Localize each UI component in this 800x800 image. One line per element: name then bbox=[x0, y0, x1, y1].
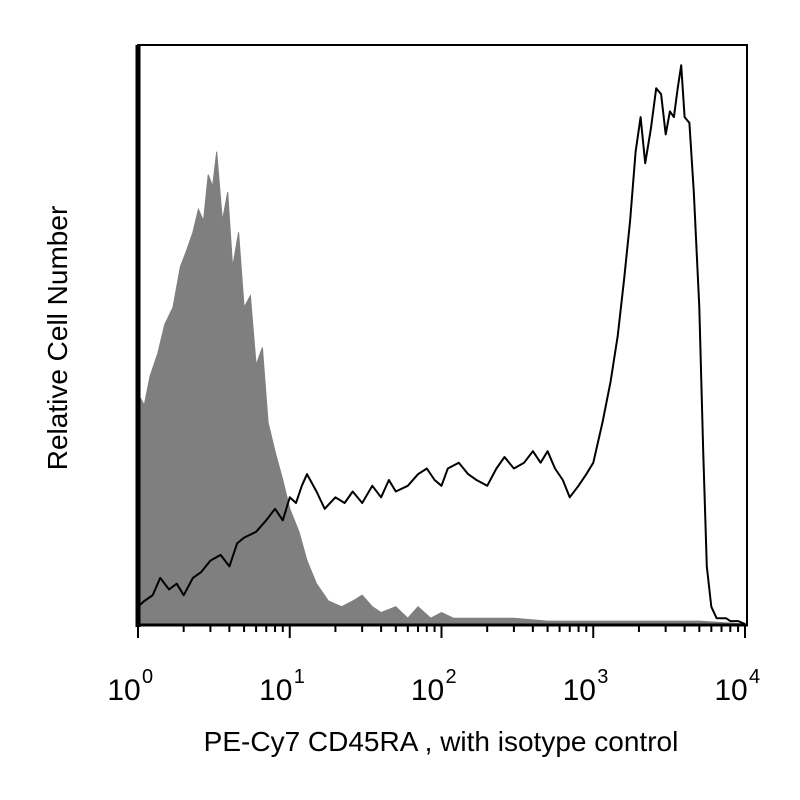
series-layer bbox=[137, 64, 746, 625]
x-tick-label: 10 bbox=[411, 674, 444, 707]
x-tick-label: 10 bbox=[259, 674, 292, 707]
y-axis-label: Relative Cell Number bbox=[42, 206, 73, 471]
x-tick-exponent: 3 bbox=[597, 666, 608, 688]
x-tick-exponent: 4 bbox=[749, 666, 760, 688]
x-tick-label: 10 bbox=[107, 674, 140, 707]
x-tick-layer: 10 0 10 1 10 2 10 3 10 4 bbox=[107, 626, 760, 707]
x-tick-exponent: 0 bbox=[142, 666, 153, 688]
x-tick-label: 10 bbox=[714, 674, 747, 707]
cd45ra-histogram-line bbox=[137, 64, 746, 625]
x-axis-label: PE-Cy7 CD45RA , with isotype control bbox=[204, 726, 679, 757]
x-tick-exponent: 2 bbox=[446, 666, 457, 688]
x-tick-label: 10 bbox=[563, 674, 596, 707]
isotype-control-histogram bbox=[137, 151, 746, 625]
x-tick-exponent: 1 bbox=[294, 666, 305, 688]
